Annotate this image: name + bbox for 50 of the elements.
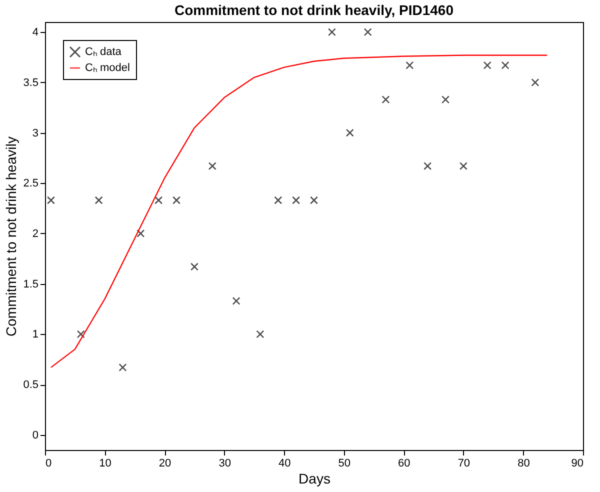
- point: [459, 162, 468, 170]
- point: [94, 196, 103, 204]
- point: [76, 330, 85, 338]
- point: [190, 262, 198, 271]
- x-axis-title: Days: [298, 470, 330, 486]
- x-tick-label: 80: [518, 458, 530, 470]
- y-tick-label: 2: [32, 228, 38, 240]
- y-tick-label: 3: [32, 127, 38, 140]
- point: [172, 196, 181, 204]
- x-tick-label: 90: [571, 458, 584, 470]
- point: [208, 162, 216, 170]
- x-tick-label: 30: [218, 458, 231, 470]
- y-tick-label: 1: [32, 328, 38, 341]
- point: [154, 196, 163, 204]
- x-tick-label: 40: [278, 458, 291, 470]
- y-axis-title: Commitment to not drink heavily: [3, 136, 20, 336]
- point: [274, 196, 282, 204]
- legend-label: Cₕ data: [85, 46, 122, 58]
- y-tick-label: 3.5: [23, 76, 38, 89]
- y-tick-label: 1.5: [23, 278, 38, 290]
- point: [501, 61, 510, 70]
- point: [531, 78, 540, 86]
- x-tick-label: 60: [398, 458, 410, 470]
- y-tick-label: 4: [32, 26, 38, 39]
- point: [406, 61, 414, 70]
- x-tick-label: 20: [158, 458, 172, 470]
- point: [328, 28, 336, 36]
- x-tick-label: 50: [338, 458, 351, 470]
- point: [442, 96, 450, 104]
- y-tick-label: 0: [32, 429, 38, 442]
- point: [346, 128, 354, 137]
- point: [310, 196, 318, 204]
- point: [382, 96, 390, 104]
- y-tick-label: 0.5: [23, 379, 38, 392]
- point: [136, 229, 145, 238]
- chart-title: Commitment to not drink heavily, PID1460: [174, 2, 454, 18]
- x-tick-label: 0: [46, 458, 52, 470]
- x-tick-label: 10: [99, 458, 112, 470]
- point: [46, 196, 55, 204]
- point: [292, 196, 300, 204]
- point: [232, 296, 240, 305]
- point: [118, 363, 127, 372]
- legend-label: Cₕ model: [85, 62, 130, 74]
- x-tick-label: 70: [458, 458, 470, 470]
- y-tick-label: 2.5: [23, 178, 38, 190]
- line-series: [50, 54, 548, 368]
- point: [424, 162, 432, 170]
- point: [256, 330, 264, 338]
- point: [364, 28, 372, 36]
- point: [483, 61, 492, 70]
